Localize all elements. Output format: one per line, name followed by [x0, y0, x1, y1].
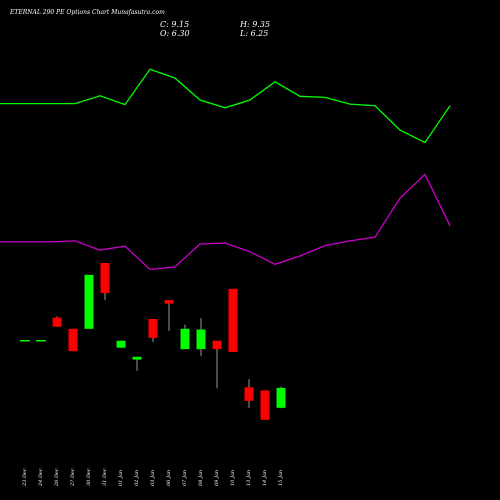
x-tick-label: 26 Dec	[54, 468, 60, 487]
x-tick-label: 03 Jan	[150, 470, 156, 486]
x-tick-label: 31 Dec	[102, 468, 108, 486]
x-tick-label: 02 Jan	[134, 470, 140, 486]
candle-body	[244, 387, 254, 401]
x-tick-label: 13 Jan	[246, 470, 252, 486]
candle-body	[84, 274, 94, 329]
candle-body	[212, 340, 222, 350]
x-tick-label: 10 Jan	[230, 470, 236, 486]
high-value: H: 9.35	[240, 20, 271, 29]
candle-body	[52, 317, 62, 327]
x-tick-label: 07 Jan	[182, 470, 188, 486]
x-tick-label: 27 Dec	[70, 468, 76, 487]
x-tick-label: 01 Jan	[118, 470, 124, 486]
x-tick-label: 30 Dec	[86, 468, 92, 486]
candle-body	[68, 328, 78, 352]
candle-body	[164, 300, 174, 304]
chart-title: ETERNAL 290 PE Options Chart Munafasutra…	[10, 9, 165, 16]
upper-band-line	[0, 68, 451, 144]
x-tick-label: 09 Jan	[214, 470, 220, 486]
candle-body	[276, 387, 286, 408]
lower-band-line	[0, 173, 451, 271]
x-tick-label: 15 Jan	[278, 470, 284, 486]
candle-body	[180, 328, 190, 350]
x-tick-label: 08 Jan	[198, 470, 204, 486]
candle-body	[260, 390, 270, 420]
candle-body	[100, 263, 110, 294]
candle-body	[228, 288, 238, 352]
candle-body	[148, 319, 158, 338]
candle-body	[132, 356, 142, 360]
close-value: C: 9.15	[160, 20, 190, 29]
candle-body	[196, 329, 206, 350]
open-value: O: 6.30	[160, 29, 190, 38]
x-tick-label: 23 Dec	[22, 468, 28, 487]
candle-body	[116, 340, 126, 348]
x-tick-label: 14 Jan	[262, 470, 268, 486]
low-value: L: 6.25	[240, 29, 269, 38]
x-tick-label: 24 Dec	[38, 468, 44, 487]
x-tick-label: 06 Jan	[166, 470, 172, 486]
